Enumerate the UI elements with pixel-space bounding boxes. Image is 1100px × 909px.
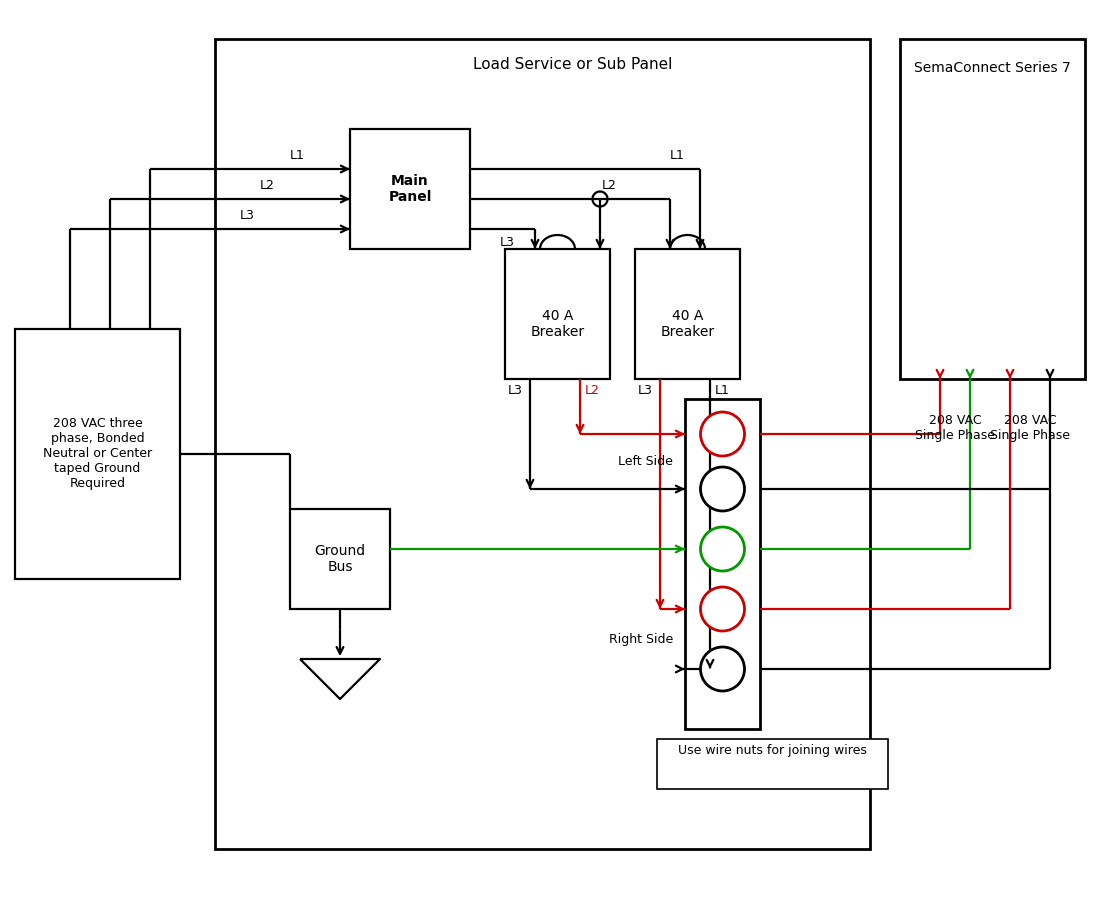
Text: SemaConnect Series 7: SemaConnect Series 7 — [914, 61, 1071, 75]
Circle shape — [701, 647, 745, 691]
Bar — [900, 39, 1085, 379]
Text: Right Side: Right Side — [608, 633, 673, 645]
Text: L3: L3 — [508, 384, 522, 397]
Circle shape — [701, 412, 745, 456]
Text: L2: L2 — [602, 179, 617, 192]
Circle shape — [701, 587, 745, 631]
Text: L1: L1 — [290, 149, 305, 162]
Text: 40 A
Breaker: 40 A Breaker — [530, 309, 584, 339]
Text: L3: L3 — [638, 384, 653, 397]
Bar — [658, 739, 888, 789]
Bar — [635, 249, 740, 379]
Text: Left Side: Left Side — [618, 455, 673, 468]
Bar — [685, 399, 760, 729]
Bar — [350, 129, 470, 249]
Text: L3: L3 — [240, 209, 255, 222]
Text: Ground
Bus: Ground Bus — [315, 544, 365, 574]
Text: L2: L2 — [585, 384, 600, 397]
Text: 40 A
Breaker: 40 A Breaker — [660, 309, 715, 339]
Circle shape — [701, 467, 745, 511]
Circle shape — [701, 527, 745, 571]
Text: L3: L3 — [500, 236, 515, 249]
Text: 208 VAC
Single Phase: 208 VAC Single Phase — [915, 414, 996, 442]
Bar — [214, 39, 870, 849]
Bar — [290, 509, 390, 609]
Text: L2: L2 — [260, 179, 275, 192]
Text: 208 VAC
Single Phase: 208 VAC Single Phase — [990, 414, 1070, 442]
Text: L1: L1 — [670, 149, 685, 162]
Bar — [505, 249, 611, 379]
Text: L1: L1 — [715, 384, 730, 397]
Text: Load Service or Sub Panel: Load Service or Sub Panel — [473, 57, 672, 72]
Text: Use wire nuts for joining wires: Use wire nuts for joining wires — [678, 744, 867, 757]
Text: Main
Panel: Main Panel — [388, 174, 431, 205]
Text: 208 VAC three
phase, Bonded
Neutral or Center
taped Ground
Required: 208 VAC three phase, Bonded Neutral or C… — [43, 417, 152, 491]
Bar — [15, 329, 180, 579]
